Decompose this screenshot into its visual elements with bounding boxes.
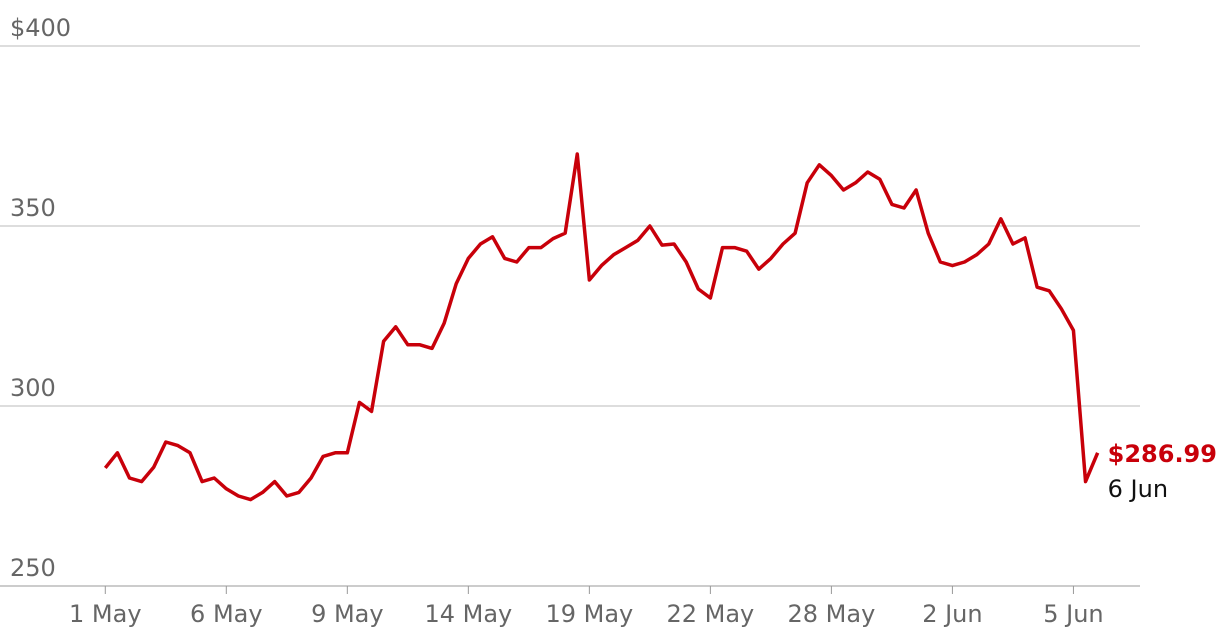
end-value-label: $286.99 <box>1108 440 1217 468</box>
x-tick-label: 5 Jun <box>1043 600 1103 628</box>
x-tick-label: 2 Jun <box>922 600 982 628</box>
y-tick-label: 350 <box>10 194 56 222</box>
end-date-label: 6 Jun <box>1108 475 1168 503</box>
price-line <box>103 152 1100 502</box>
x-tick-label: 19 May <box>545 600 633 628</box>
x-tick-label: 9 May <box>311 600 384 628</box>
y-tick-label: $400 <box>10 14 71 42</box>
x-tick-label: 14 May <box>424 600 512 628</box>
x-tick-label: 28 May <box>788 600 876 628</box>
x-tick-label: 6 May <box>190 600 263 628</box>
y-tick-label: 300 <box>10 374 56 402</box>
x-tick-label: 1 May <box>69 600 142 628</box>
y-tick-label: 250 <box>10 554 56 582</box>
x-tick-label: 22 May <box>666 600 754 628</box>
